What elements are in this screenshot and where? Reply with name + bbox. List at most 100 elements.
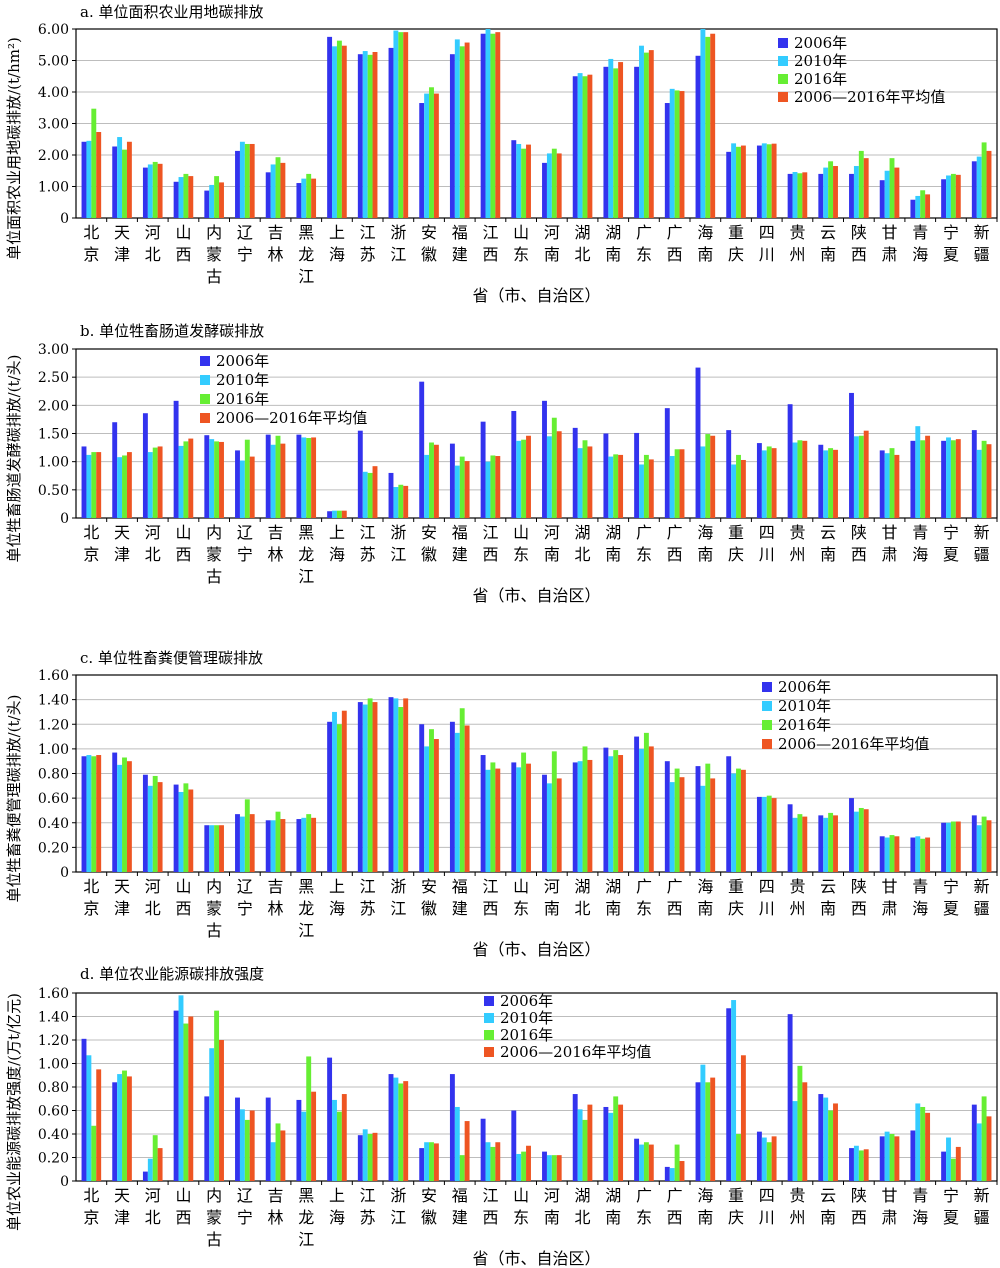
bar-3-1-13 [485, 1142, 491, 1181]
bar-0-1-4 [209, 184, 215, 218]
legend-label: 2010年 [216, 371, 269, 389]
bar-1-0-16 [572, 427, 578, 518]
y-axis-label: 单位牲畜粪便管理碳排放/(t/头) [5, 695, 23, 903]
x-category-label: 湖南 [605, 523, 621, 564]
bar-0-0-19 [664, 103, 670, 218]
y-axis-label: 单位农业能源碳排放强度/(万t/亿元) [5, 993, 23, 1231]
bar-2-3-20 [710, 778, 716, 872]
bar-2-2-9 [367, 698, 373, 872]
x-category-label: 陕西 [851, 877, 867, 918]
legend-label: 2006—2016年平均值 [778, 735, 929, 753]
x-category-label: 安徽 [421, 223, 437, 264]
bar-1-1-2 [147, 452, 153, 518]
x-category-label: 北京 [83, 223, 99, 264]
y-tick-label: 0.80 [38, 767, 69, 783]
bar-0-0-22 [756, 145, 762, 218]
bar-2-2-21 [736, 768, 741, 872]
legend-label: 2006—2016年平均值 [216, 409, 367, 427]
x-category-label: 江西 [482, 1186, 498, 1227]
legend-swatch [200, 356, 210, 366]
x-category-label: 黑龙江 [298, 1186, 314, 1249]
x-category-label: 陕西 [851, 1186, 867, 1227]
bar-1-3-23 [802, 440, 808, 518]
bar-2-1-1 [117, 764, 123, 872]
bar-0-0-8 [327, 36, 333, 218]
x-category-label: 山西 [175, 223, 191, 264]
chart-panel-a: a. 单位面积农业用地碳排放 0 1.00 2.00 3.00 4.00 5.00 6.00 北… [5, 3, 998, 305]
bar-3-1-17 [608, 1112, 614, 1181]
bar-2-3-0 [96, 755, 102, 872]
x-category-label: 重庆 [728, 1186, 744, 1227]
bar-2-1-6 [270, 820, 276, 872]
x-category-label: 新疆 [974, 877, 990, 918]
x-category-label: 广东 [636, 877, 652, 918]
bar-3-2-14 [521, 1151, 527, 1181]
bar-2-0-17 [603, 747, 609, 872]
bar-0-2-22 [766, 144, 772, 218]
bar-2-2-25 [858, 807, 864, 872]
bar-0-3-21 [740, 145, 746, 218]
bar-1-3-3 [188, 438, 194, 518]
bar-1-3-12 [464, 461, 470, 518]
bar-1-3-15 [556, 431, 562, 518]
bar-0-2-24 [828, 161, 834, 218]
bar-1-3-27 [925, 435, 931, 518]
bar-0-3-28 [955, 174, 961, 218]
bar-1-1-5 [239, 460, 245, 518]
bar-3-0-17 [603, 1106, 609, 1181]
bar-3-0-20 [695, 1082, 701, 1181]
x-category-label: 四川 [759, 877, 775, 918]
x-category-label: 浙江 [390, 523, 406, 564]
x-category-label: 海南 [697, 223, 713, 264]
bar-0-0-11 [419, 103, 425, 218]
bar-0-0-20 [695, 55, 701, 219]
bar-1-1-8 [332, 510, 337, 518]
bar-3-2-7 [306, 1056, 312, 1181]
bar-3-0-3 [173, 1010, 179, 1181]
bar-0-3-15 [556, 153, 562, 218]
legend-swatch [762, 701, 772, 711]
bar-1-3-24 [833, 449, 838, 518]
bar-3-2-6 [275, 1123, 281, 1181]
bar-2-3-5 [249, 814, 255, 872]
bar-2-0-28 [941, 822, 947, 872]
bar-0-1-22 [761, 143, 767, 218]
bar-0-2-27 [920, 190, 926, 218]
legend-label: 2016年 [794, 70, 847, 88]
bar-2-2-22 [766, 795, 772, 872]
bar-1-2-9 [367, 472, 373, 518]
bar-0-1-10 [393, 30, 399, 219]
x-category-label: 宁夏 [943, 523, 959, 564]
x-category-label: 河南 [544, 523, 560, 564]
legend-label: 2016年 [216, 390, 269, 408]
bar-0-2-6 [275, 157, 281, 218]
bar-2-0-12 [449, 721, 455, 872]
legend-label: 2006—2016年平均值 [500, 1043, 651, 1061]
bar-2-3-3 [188, 789, 194, 872]
bar-3-2-9 [367, 1134, 373, 1181]
bar-2-1-3 [178, 791, 184, 872]
bar-1-1-12 [454, 465, 460, 518]
bar-3-3-6 [280, 1130, 286, 1181]
bar-0-0-14 [511, 140, 517, 218]
bar-0-2-7 [306, 173, 312, 218]
chart-panel-d: d. 单位农业能源碳排放强度 0 0.20 0.40 0.60 0.80 1.00 1.20 1… [5, 965, 998, 1268]
x-category-label: 陕西 [851, 523, 867, 564]
bar-2-1-20 [700, 785, 706, 872]
bar-2-3-6 [280, 819, 286, 872]
x-category-label: 山西 [175, 877, 191, 918]
bar-3-0-6 [265, 1097, 271, 1181]
bar-2-3-24 [833, 815, 838, 872]
x-category-label: 上海 [329, 1186, 345, 1227]
x-category-label: 海南 [697, 877, 713, 918]
bar-1-2-2 [152, 447, 158, 518]
y-tick-label: 0.20 [38, 1151, 69, 1167]
bar-1-2-25 [858, 435, 864, 518]
bar-2-3-11 [433, 739, 439, 872]
bar-3-3-17 [618, 1104, 624, 1181]
x-category-label: 湖南 [605, 877, 621, 918]
bar-3-1-23 [792, 1101, 798, 1181]
bar-0-1-16 [577, 73, 583, 218]
x-category-label: 内蒙古 [206, 877, 222, 940]
